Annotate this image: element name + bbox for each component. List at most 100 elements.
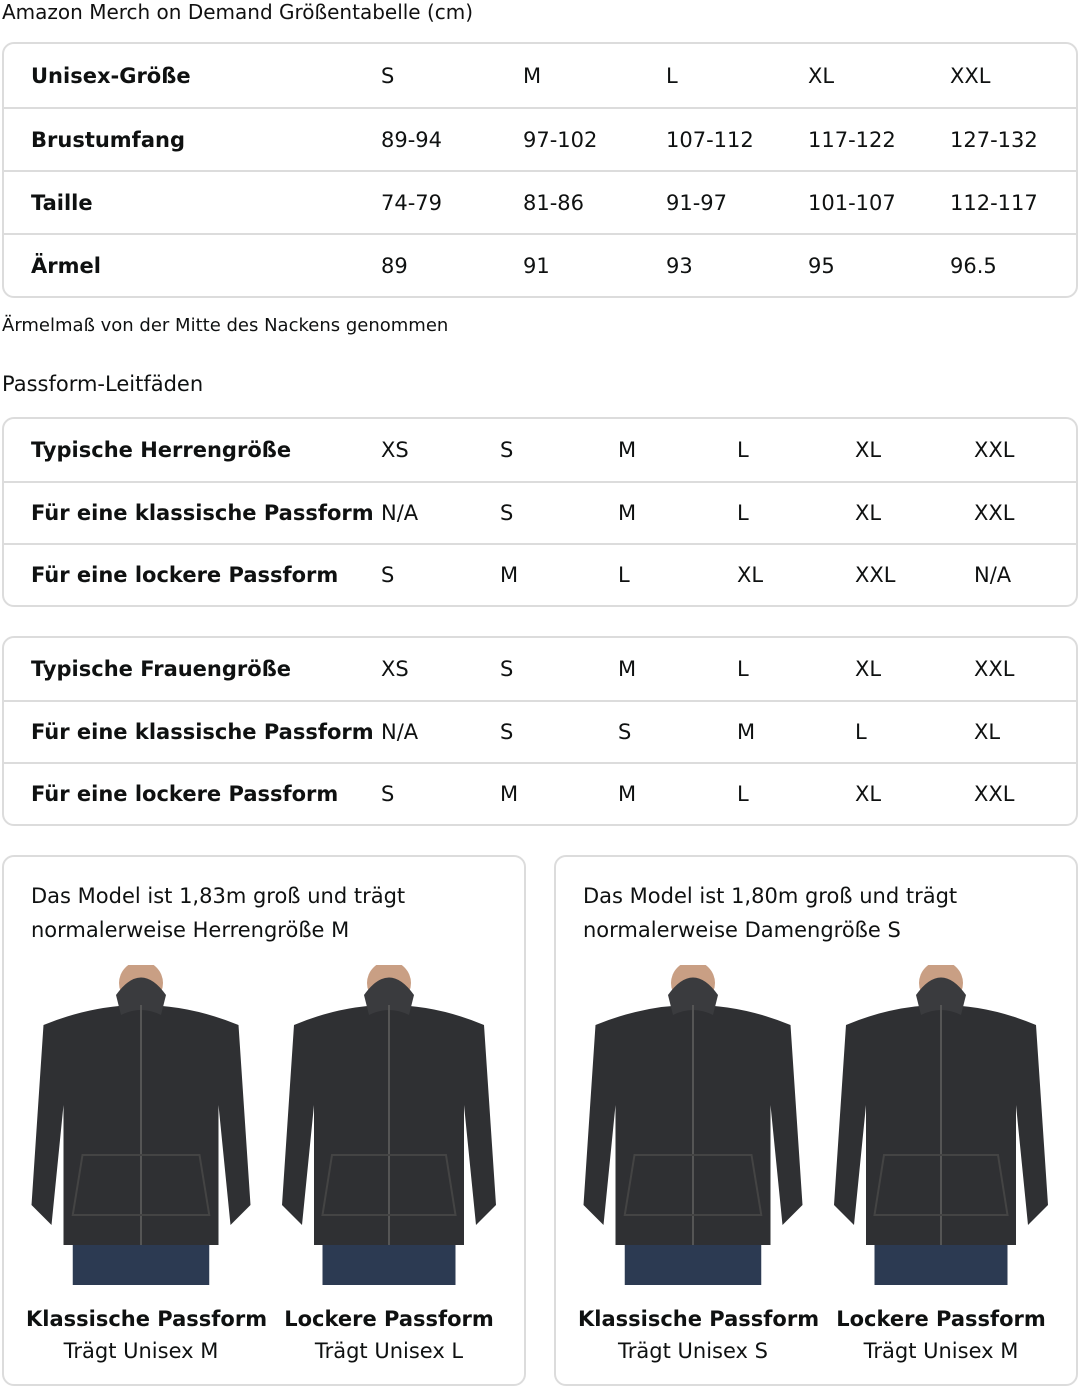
table-cell: 96.5 [950, 253, 997, 278]
table-cell: 91-97 [666, 190, 728, 215]
table-cell: M [523, 63, 542, 88]
table-cell: L [737, 438, 749, 462]
hoodie-photo [583, 965, 803, 1285]
table-cell: L [618, 563, 630, 587]
table-row: Brustumfang 89-94 97-102 107-112 117-122 127-… [4, 107, 1076, 170]
row-label: Unisex-Größe [31, 63, 191, 88]
hoodie-photo [31, 965, 251, 1285]
fit-title: Klassische Passform [26, 1307, 268, 1331]
table-cell: XL [974, 720, 1001, 744]
fit-title: Lockere Passform [284, 1307, 494, 1331]
table-cell: S [500, 657, 514, 681]
fit-figure: Lockere Passform Trägt Unisex M [826, 965, 1056, 1363]
row-label: Typische Frauengröße [31, 657, 292, 681]
table-cell: XL [855, 501, 882, 525]
fit-size: Trägt Unisex M [63, 1339, 219, 1363]
row-label: Für eine klassische Passform [31, 720, 374, 744]
table-cell: XL [855, 657, 882, 681]
table-row: Für eine lockere Passform S M L XL XXL N/A [4, 543, 1076, 605]
table-cell: N/A [381, 720, 419, 744]
table-cell: XXL [855, 563, 896, 587]
table-cell: XL [808, 63, 835, 88]
row-label: Brustumfang [31, 127, 185, 152]
table-cell: XS [381, 657, 409, 681]
table-cell: XXL [974, 657, 1015, 681]
hoodie-photo [834, 965, 1048, 1285]
row-label: Für eine lockere Passform [31, 563, 339, 587]
fit-heading: Passform-Leitfäden [2, 372, 204, 396]
fit-title: Klassische Passform [578, 1307, 820, 1331]
table-cell: XL [855, 438, 882, 462]
fit-figure: Klassische Passform Trägt Unisex S [578, 965, 820, 1363]
hoodie-photo [282, 965, 496, 1285]
table-cell: 91 [523, 253, 550, 278]
table-cell: L [666, 63, 678, 88]
row-label: Ärmel [31, 253, 101, 278]
women-fit-table: Typische Frauengröße XS S M L XL XXL Für eine k… [2, 636, 1078, 826]
table-cell: 81-86 [523, 190, 585, 215]
table-cell: 93 [666, 253, 693, 278]
table-cell: XXL [974, 501, 1015, 525]
table-row: Typische Herrengröße XS S M L XL XXL [4, 419, 1076, 481]
table-cell: M [737, 720, 756, 744]
table-cell: 89 [381, 253, 408, 278]
model-card-men: Das Model ist 1,83m groß und trägt norma… [2, 855, 526, 1386]
table-cell: 89-94 [381, 127, 443, 152]
table-cell: 97-102 [523, 127, 598, 152]
fit-size: Trägt Unisex L [314, 1339, 464, 1363]
men-fit-table: Typische Herrengröße XS S M L XL XXL Für eine k… [2, 417, 1078, 607]
fit-size: Trägt Unisex S [618, 1339, 768, 1363]
row-label: Für eine klassische Passform [31, 501, 374, 525]
table-row: Taille 74-79 81-86 91-97 101-107 112-117 [4, 170, 1076, 233]
table-cell: L [737, 782, 749, 806]
table-row: Ärmel 89 91 93 95 96.5 [4, 233, 1076, 296]
table-cell: 127-132 [950, 127, 1038, 152]
table-row: Für eine klassische Passform N/A S M L XL XXL [4, 481, 1076, 543]
table-cell: XL [855, 782, 882, 806]
row-label: Typische Herrengröße [31, 438, 292, 462]
table-cell: M [500, 782, 519, 806]
table-cell: 101-107 [808, 190, 896, 215]
size-table: Unisex-Größe S M L XL XXL Brustumfang 89-94 97-1… [2, 42, 1078, 298]
table-cell: L [737, 657, 749, 681]
table-cell: XXL [974, 438, 1015, 462]
table-cell: L [737, 501, 749, 525]
table-cell: M [618, 657, 637, 681]
table-cell: 112-117 [950, 190, 1038, 215]
table-row: Unisex-Größe S M L XL XXL [4, 44, 1076, 107]
table-row: Für eine klassische Passform N/A S S M L XL [4, 700, 1076, 762]
fit-figure: Klassische Passform Trägt Unisex M [26, 965, 268, 1363]
model-description: Das Model ist 1,80m groß und trägt norma… [583, 884, 958, 942]
table-cell: N/A [381, 501, 419, 525]
fit-title: Lockere Passform [836, 1307, 1046, 1331]
row-label: Taille [31, 190, 93, 215]
table-cell: 95 [808, 253, 835, 278]
table-cell: 117-122 [808, 127, 896, 152]
sleeve-note: Ärmelmaß von der Mitte des Nackens genom… [2, 315, 449, 336]
table-cell: M [618, 438, 637, 462]
page-title: Amazon Merch on Demand Größentabelle (cm… [2, 0, 474, 24]
table-cell: XXL [974, 782, 1015, 806]
table-cell: XL [737, 563, 764, 587]
table-cell: N/A [974, 563, 1012, 587]
model-description: Das Model ist 1,83m groß und trägt norma… [31, 884, 406, 942]
table-cell: S [381, 63, 395, 88]
table-cell: M [618, 501, 637, 525]
table-cell: S [500, 501, 514, 525]
table-cell: M [618, 782, 637, 806]
table-cell: S [618, 720, 632, 744]
table-cell: S [381, 563, 395, 587]
table-cell: L [855, 720, 867, 744]
table-cell: XS [381, 438, 409, 462]
table-cell: S [500, 720, 514, 744]
table-cell: 107-112 [666, 127, 754, 152]
table-row: Für eine lockere Passform S M M L XL XXL [4, 762, 1076, 824]
table-cell: 74-79 [381, 190, 443, 215]
table-cell: S [500, 438, 514, 462]
table-row: Typische Frauengröße XS S M L XL XXL [4, 638, 1076, 700]
model-card-women: Das Model ist 1,80m groß und trägt norma… [554, 855, 1078, 1386]
table-cell: M [500, 563, 519, 587]
fit-figure: Lockere Passform Trägt Unisex L [274, 965, 504, 1363]
fit-size: Trägt Unisex M [863, 1339, 1019, 1363]
table-cell: S [381, 782, 395, 806]
